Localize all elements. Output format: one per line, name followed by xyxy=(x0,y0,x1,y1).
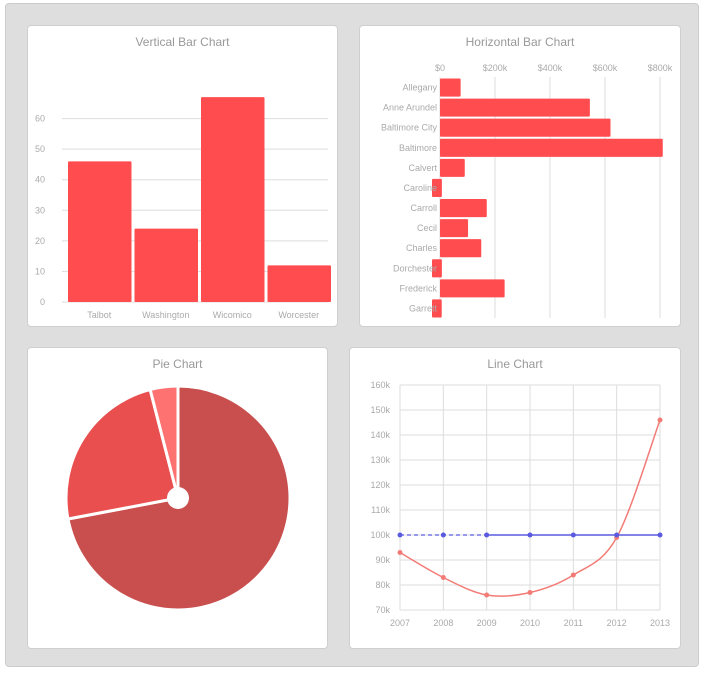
series-point-blue xyxy=(570,532,576,538)
y-tick-label: 40 xyxy=(35,175,45,185)
x-tick-label: 2011 xyxy=(564,618,583,628)
series-point-blue xyxy=(484,532,490,538)
x-tick-label: $200k xyxy=(483,63,508,73)
y-tick-label: Calvert xyxy=(408,163,437,173)
series-point-red xyxy=(527,590,533,595)
bar xyxy=(440,98,590,117)
bar xyxy=(440,239,482,258)
y-tick-label: 100k xyxy=(370,530,390,540)
vertical-bar-panel: Vertical Bar Chart 0 10 20 30 40 50 60 Talbot Wa… xyxy=(27,25,338,327)
series-point-red xyxy=(570,572,576,578)
y-tick-label: Frederick xyxy=(399,283,437,293)
x-tick-label: 2013 xyxy=(650,618,670,628)
pie-center-hole xyxy=(167,487,189,509)
y-tick-label: Baltimore xyxy=(399,143,437,153)
bar xyxy=(134,228,198,302)
x-tick-label: $0 xyxy=(435,63,445,73)
bar xyxy=(432,178,442,197)
series-point-blue xyxy=(397,532,403,538)
pie-slice xyxy=(64,387,180,521)
bar xyxy=(432,299,442,318)
y-tick-label: 10 xyxy=(35,266,45,276)
y-tick-label: 30 xyxy=(35,205,45,215)
y-tick-label: Garrett xyxy=(409,303,438,313)
horizontal-bar-chart: $0 $200k $400k $600k $800k Allegany Anne Arund… xyxy=(381,63,673,318)
x-tick-label: $400k xyxy=(538,63,563,73)
x-tick-label: Washington xyxy=(142,310,189,320)
y-tick-label: 160k xyxy=(370,380,390,390)
bar xyxy=(267,265,331,302)
bar xyxy=(68,161,132,302)
bar xyxy=(440,118,611,137)
series-point-blue xyxy=(614,532,620,538)
y-tick-label: 50 xyxy=(35,144,45,154)
dashboard-frame: Vertical Bar Chart 0 10 20 30 40 50 60 Talbot Wa… xyxy=(5,3,699,667)
x-tick-label: Wicomico xyxy=(213,310,252,320)
bar xyxy=(440,199,487,218)
bar xyxy=(440,158,465,177)
pie-panel: Pie Chart xyxy=(27,347,328,649)
y-tick-label: Caroline xyxy=(403,183,437,193)
y-tick-label: 80k xyxy=(375,580,390,590)
series-point-blue xyxy=(440,532,446,538)
y-tick-label: 150k xyxy=(370,405,390,415)
line-chart: 70k 80k 90k 100k 110k 120k 130k 140k 150k 160k 200… xyxy=(370,380,670,628)
series-point-red xyxy=(484,592,490,598)
pie-slice xyxy=(148,384,180,499)
y-tick-label: Cecil xyxy=(417,223,437,233)
y-tick-label: 110k xyxy=(371,505,390,515)
bar xyxy=(440,78,461,97)
y-tick-label: 20 xyxy=(35,236,45,246)
y-tick-label: 90k xyxy=(375,555,390,565)
y-tick-label: Charles xyxy=(406,243,438,253)
x-tick-label: $800k xyxy=(648,63,673,73)
vertical-bar-title: Vertical Bar Chart xyxy=(135,35,230,49)
y-tick-label: 60 xyxy=(35,114,45,124)
x-tick-label: 2010 xyxy=(520,618,540,628)
x-tick-label: $600k xyxy=(593,63,618,73)
bar xyxy=(201,97,265,303)
bar xyxy=(432,259,442,278)
horizontal-bar-panel: Horizontal Bar Chart $0 $200k $400k $600k $8… xyxy=(359,25,681,327)
series-point-blue xyxy=(527,532,533,538)
bar xyxy=(440,219,469,238)
series-point-red xyxy=(440,575,446,580)
x-tick-label: Worcester xyxy=(278,310,319,320)
x-tick-label: 2012 xyxy=(607,618,627,628)
line-title: Line Chart xyxy=(487,357,543,371)
y-tick-label: Anne Arundel xyxy=(383,103,437,113)
pie-title: Pie Chart xyxy=(152,357,203,371)
series-point-red xyxy=(397,550,403,555)
series-point-blue xyxy=(657,532,663,538)
horizontal-bar-title: Horizontal Bar Chart xyxy=(465,35,575,49)
x-tick-label: 2009 xyxy=(477,618,497,628)
y-tick-label: 120k xyxy=(370,480,390,490)
line-panel: Line Chart 70k 80k 90k 100k 110k 120k 130k 140k… xyxy=(349,347,681,649)
x-tick-label: Talbot xyxy=(87,310,112,320)
y-tick-label: 70k xyxy=(375,605,390,615)
vertical-bar-chart: 0 10 20 30 40 50 60 Talbot Washington Wicomico Wor… xyxy=(35,97,331,320)
y-tick-label: Dorchester xyxy=(393,263,437,273)
y-tick-label: Carroll xyxy=(410,203,437,213)
bar xyxy=(440,138,663,157)
y-tick-label: 130k xyxy=(370,455,390,465)
x-tick-label: 2007 xyxy=(390,618,410,628)
y-tick-label: 140k xyxy=(370,430,390,440)
x-tick-label: 2008 xyxy=(433,618,453,628)
y-tick-label: Allegany xyxy=(402,83,437,93)
y-tick-label: Baltimore City xyxy=(381,123,438,133)
series-point-red xyxy=(657,417,663,423)
y-tick-label: 0 xyxy=(40,297,45,307)
bar xyxy=(440,279,505,298)
pie-chart xyxy=(64,384,292,612)
